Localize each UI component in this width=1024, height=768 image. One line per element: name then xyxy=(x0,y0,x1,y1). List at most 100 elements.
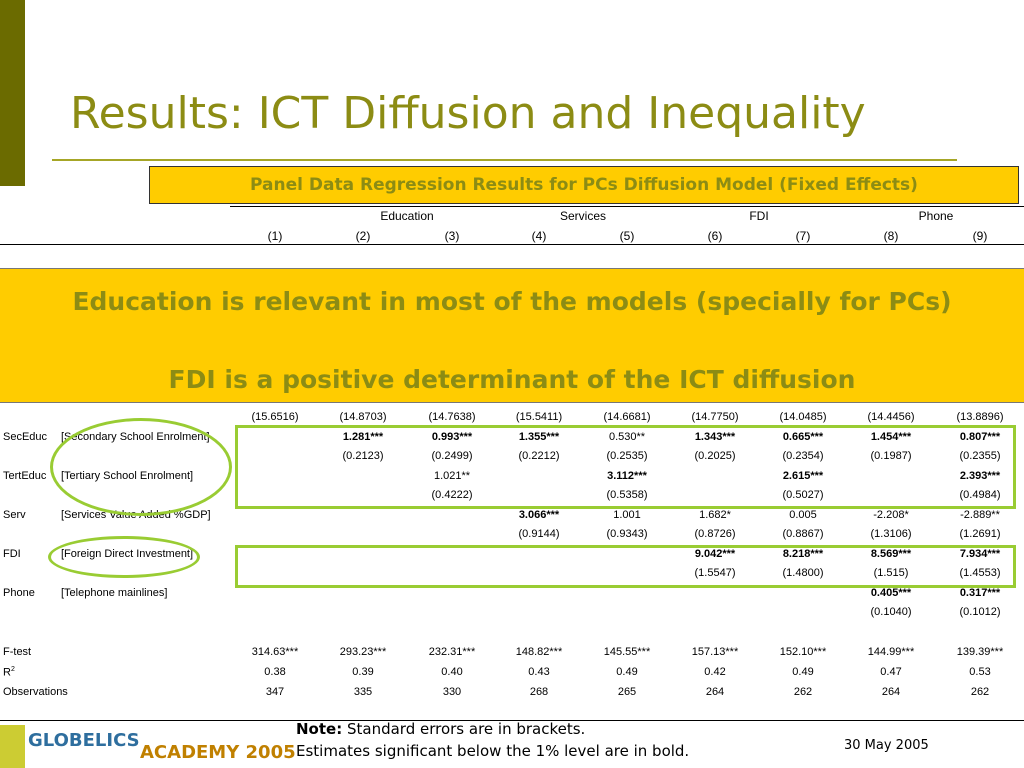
stat-label-superscript: 2 xyxy=(10,666,15,673)
fdi-highlight-box xyxy=(235,545,1016,588)
standard-error-cell: (0.9144) xyxy=(518,528,560,540)
stat-value-cell: 0.49 xyxy=(616,666,638,678)
standard-error-cell: (0.4222) xyxy=(431,489,473,501)
stat-value-cell: 145.55*** xyxy=(603,646,651,658)
note-label: Note: xyxy=(296,720,343,738)
standard-error-cell: (0.2499) xyxy=(431,450,473,462)
findings-callout: Education is relevant in most of the mod… xyxy=(0,268,1024,403)
standard-error-cell: (1.4553) xyxy=(959,567,1001,579)
row-variable-name: FDI xyxy=(3,548,21,560)
constant-se-cell: (15.5411) xyxy=(515,411,563,423)
academy-logo: ACADEMY 2005 xyxy=(140,742,296,763)
finding-education: Education is relevant in most of the mod… xyxy=(72,287,952,316)
stat-value-cell: 139.39*** xyxy=(956,646,1004,658)
coefficient-cell: 0.405*** xyxy=(870,587,912,599)
standard-error-cell: (1.3106) xyxy=(870,528,912,540)
standard-error-cell: (0.5358) xyxy=(606,489,648,501)
table-note: Note: Standard errors are in brackets. E… xyxy=(296,718,689,762)
standard-error-cell: (0.1987) xyxy=(870,450,912,462)
coefficient-cell: 0.993*** xyxy=(431,431,473,443)
coefficient-cell: -2.889** xyxy=(960,509,1000,521)
constant-se-cell: (15.6516) xyxy=(251,411,299,423)
stat-value-cell: 262 xyxy=(793,686,813,698)
standard-error-cell: (0.8867) xyxy=(782,528,824,540)
note-line-1: Standard errors are in brackets. xyxy=(346,720,586,738)
standard-error-cell: (1.515) xyxy=(873,567,909,579)
fdi-var-circle xyxy=(48,536,200,578)
constant-se-cell: (13.8896) xyxy=(956,411,1004,423)
constant-se-cell: (14.8703) xyxy=(339,411,387,423)
row-variable-name: SecEduc xyxy=(3,431,48,443)
coefficient-cell: 1.343*** xyxy=(694,431,736,443)
stat-value-cell: 0.39 xyxy=(352,666,374,678)
column-header: (1) xyxy=(267,229,283,243)
column-header: (5) xyxy=(619,229,635,243)
standard-error-cell: (0.9343) xyxy=(606,528,648,540)
stat-value-cell: 347 xyxy=(265,686,285,698)
column-header: (7) xyxy=(795,229,811,243)
standard-error-cell: (0.1040) xyxy=(870,606,912,618)
standard-error-cell: (1.4800) xyxy=(782,567,824,579)
group-header-phone: Phone xyxy=(918,209,954,223)
group-header-services: Services xyxy=(559,209,607,223)
coefficient-cell: 1.001 xyxy=(613,509,641,521)
table-top-rule xyxy=(230,206,1024,207)
finding-fdi: FDI is a positive determinant of the ICT… xyxy=(168,365,856,394)
note-line-2: Estimates significant below the 1% level… xyxy=(296,742,690,760)
panel-title-box: Panel Data Regression Results for PCs Di… xyxy=(149,166,1019,204)
standard-error-cell: (0.1012) xyxy=(959,606,1001,618)
stat-value-cell: 0.53 xyxy=(969,666,991,678)
row-variable-name: TertEduc xyxy=(3,470,47,482)
coefficient-cell: 0.317*** xyxy=(959,587,1001,599)
stat-label: F-test xyxy=(3,646,32,658)
coefficient-cell: 1.021** xyxy=(433,470,471,482)
group-header-fdi: FDI xyxy=(749,209,769,223)
column-header: (6) xyxy=(707,229,723,243)
slide-date: 30 May 2005 xyxy=(844,738,929,753)
coefficient-cell: 1.355*** xyxy=(518,431,560,443)
stat-value-cell: 148.82*** xyxy=(515,646,563,658)
stat-value-cell: 335 xyxy=(353,686,373,698)
stat-value-cell: 264 xyxy=(705,686,725,698)
coefficient-cell: 0.807*** xyxy=(959,431,1001,443)
coefficient-cell: 1.454*** xyxy=(870,431,912,443)
title-divider xyxy=(52,159,957,161)
standard-error-cell: (1.5547) xyxy=(694,567,736,579)
panel-title: Panel Data Regression Results for PCs Di… xyxy=(250,175,918,195)
stat-value-cell: 0.47 xyxy=(880,666,902,678)
constant-se-cell: (14.6681) xyxy=(603,411,651,423)
coefficient-cell: 0.530** xyxy=(608,431,646,443)
stat-value-cell: 0.40 xyxy=(441,666,463,678)
globelics-logo: GLOBELICS xyxy=(28,730,140,751)
standard-error-cell: (0.2025) xyxy=(694,450,736,462)
footer-accent xyxy=(0,725,25,768)
stat-value-cell: 293.23*** xyxy=(339,646,387,658)
coefficient-cell: 3.066*** xyxy=(518,509,560,521)
constant-se-cell: (14.7750) xyxy=(691,411,739,423)
standard-error-cell: (0.8726) xyxy=(694,528,736,540)
stat-value-cell: 0.43 xyxy=(528,666,550,678)
table-header-rule xyxy=(0,244,1024,245)
column-header: (9) xyxy=(972,229,988,243)
row-variable-description: [Telephone mainlines] xyxy=(61,587,168,599)
standard-error-cell: (0.4984) xyxy=(959,489,1001,501)
stat-value-cell: 0.38 xyxy=(264,666,286,678)
coefficient-cell: 3.112*** xyxy=(607,470,647,482)
stat-value-cell: 264 xyxy=(881,686,901,698)
education-highlight-box xyxy=(235,425,1016,509)
education-vars-circle xyxy=(50,418,232,516)
sidebar-accent xyxy=(0,0,25,186)
constant-se-cell: (14.7638) xyxy=(428,411,476,423)
stat-label-text: R xyxy=(3,666,11,679)
coefficient-cell: 0.005 xyxy=(789,509,817,521)
stat-value-cell: 152.10*** xyxy=(779,646,827,658)
stat-label: R2 xyxy=(3,666,15,679)
stat-value-cell: 0.42 xyxy=(704,666,726,678)
slide-title: Results: ICT Diffusion and Inequality xyxy=(70,88,866,139)
stat-value-cell: 268 xyxy=(529,686,549,698)
coefficient-cell: 8.569*** xyxy=(870,548,912,560)
stat-value-cell: 0.49 xyxy=(792,666,814,678)
stat-value-cell: 157.13*** xyxy=(691,646,739,658)
row-variable-name: Phone xyxy=(3,587,35,599)
coefficient-cell: 1.682* xyxy=(699,509,731,521)
